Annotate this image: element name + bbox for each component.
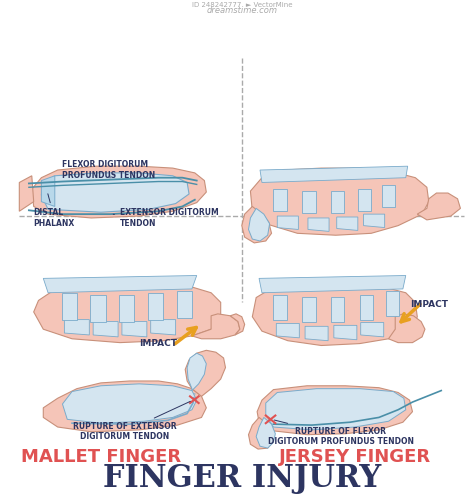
Polygon shape [64,320,89,335]
Polygon shape [334,326,357,340]
Polygon shape [41,176,55,206]
Text: DISTAL
PHALANX: DISTAL PHALANX [34,194,75,228]
Polygon shape [259,276,406,293]
Text: MALLET FINGER: MALLET FINGER [21,448,181,466]
Polygon shape [302,191,316,213]
Polygon shape [256,418,275,448]
Polygon shape [151,320,176,335]
Text: RUPTURE OF FLEXOR
DIGITORUM PROFUNDUS TENDON: RUPTURE OF FLEXOR DIGITORUM PROFUNDUS TE… [267,420,413,446]
Polygon shape [361,322,384,337]
Polygon shape [337,217,358,230]
Polygon shape [308,218,329,232]
Polygon shape [417,193,460,220]
Polygon shape [148,293,163,320]
Polygon shape [266,388,406,430]
Polygon shape [250,168,429,235]
Polygon shape [119,294,135,322]
Polygon shape [302,296,316,322]
Polygon shape [62,293,77,320]
Text: dreamstime.com: dreamstime.com [206,6,277,15]
Text: ID 248242777  ► VectorMine: ID 248242777 ► VectorMine [191,2,292,8]
Polygon shape [389,314,425,342]
Text: FLEXOR DIGITORUM
PROFUNDUS TENDON: FLEXOR DIGITORUM PROFUNDUS TENDON [63,160,156,180]
Polygon shape [364,214,385,228]
Polygon shape [230,314,245,335]
Polygon shape [277,216,298,230]
Polygon shape [331,191,345,213]
Polygon shape [252,283,417,346]
Polygon shape [177,291,192,318]
Polygon shape [358,189,371,212]
Polygon shape [187,353,206,391]
Polygon shape [122,322,147,337]
Polygon shape [273,294,287,320]
Polygon shape [63,384,197,423]
Polygon shape [19,176,34,212]
Text: IMPACT: IMPACT [410,300,448,310]
Polygon shape [305,326,328,340]
Text: JERSEY FINGER: JERSEY FINGER [279,448,431,466]
Polygon shape [331,296,345,322]
Polygon shape [41,173,189,212]
Polygon shape [34,283,221,343]
Text: RUPTURE OF EXTENSOR
DIGITORUM TENDON: RUPTURE OF EXTENSOR DIGITORUM TENDON [73,402,191,442]
Polygon shape [386,291,399,316]
Polygon shape [242,206,272,243]
Text: FINGER INJURY: FINGER INJURY [103,464,381,494]
Polygon shape [276,324,299,338]
Polygon shape [185,350,226,397]
Polygon shape [260,166,408,182]
Polygon shape [32,166,206,218]
Polygon shape [43,276,197,293]
Polygon shape [192,314,240,339]
Text: IMPACT: IMPACT [139,340,177,348]
Text: EXTENSOR DIGITORUM
TENDON: EXTENSOR DIGITORUM TENDON [113,208,219,228]
Polygon shape [360,294,373,320]
Polygon shape [43,381,206,432]
Polygon shape [257,386,412,434]
Polygon shape [382,186,395,208]
Polygon shape [273,189,287,212]
Polygon shape [248,208,270,241]
Polygon shape [248,418,273,449]
Polygon shape [90,294,106,322]
Polygon shape [93,322,118,337]
